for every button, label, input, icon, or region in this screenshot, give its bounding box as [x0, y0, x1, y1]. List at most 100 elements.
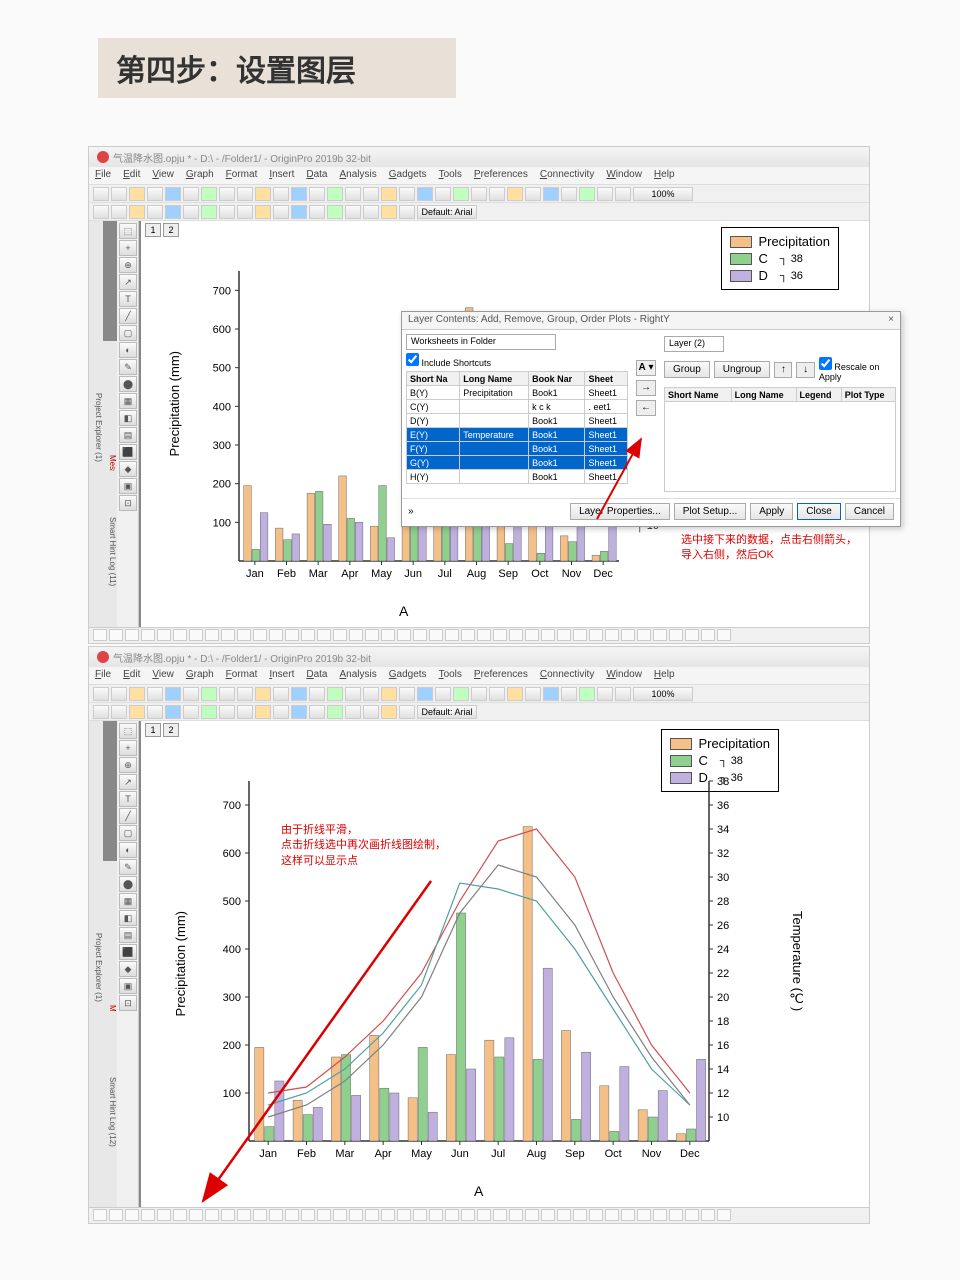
bottom-btn[interactable] — [525, 1209, 539, 1221]
layer-tab-1[interactable]: 1 — [145, 223, 161, 237]
bottom-btn[interactable] — [541, 629, 555, 641]
bottom-btn[interactable] — [397, 629, 411, 641]
toolbar-btn[interactable] — [327, 687, 343, 701]
bottom-btn[interactable] — [189, 629, 203, 641]
tool-button[interactable]: ▦ — [119, 393, 137, 409]
toolbar-btn[interactable] — [183, 705, 199, 719]
bottom-btn[interactable] — [717, 629, 731, 641]
toolbar-btn[interactable] — [165, 705, 181, 719]
apply-button[interactable]: Apply — [750, 503, 793, 520]
menu-edit[interactable]: Edit — [123, 669, 140, 682]
toolbar-btn[interactable] — [147, 705, 163, 719]
menu-connectivity[interactable]: Connectivity — [540, 169, 594, 182]
toolbar-btn[interactable] — [201, 687, 217, 701]
bottom-btn[interactable] — [125, 1209, 139, 1221]
layer-combo[interactable]: Layer (2) — [664, 336, 724, 352]
toolbar-btn[interactable] — [471, 187, 487, 201]
menu-insert[interactable]: Insert — [269, 169, 294, 182]
tool-button[interactable]: + — [119, 240, 137, 256]
menu-view[interactable]: View — [152, 669, 174, 682]
toolbar-btn[interactable] — [147, 687, 163, 701]
tool-button[interactable]: ✎ — [119, 859, 137, 875]
toolbar-btn[interactable] — [435, 687, 451, 701]
close-button[interactable]: Close — [797, 503, 841, 520]
bottom-btn[interactable] — [397, 1209, 411, 1221]
menu-preferences[interactable]: Preferences — [474, 169, 528, 182]
bottom-btn[interactable] — [269, 1209, 283, 1221]
bottom-btn[interactable] — [221, 1209, 235, 1221]
bottom-btn[interactable] — [157, 1209, 171, 1221]
toolbar-btn[interactable] — [345, 705, 361, 719]
toolbar-btn[interactable] — [615, 687, 631, 701]
tool-button[interactable]: ✎ — [119, 359, 137, 375]
bottom-btn[interactable] — [333, 1209, 347, 1221]
menu-graph[interactable]: Graph — [186, 669, 214, 682]
tool-button[interactable]: ⊡ — [119, 495, 137, 511]
toolbar-btn[interactable] — [399, 705, 415, 719]
bottom-btn[interactable] — [509, 629, 523, 641]
bottom-btn[interactable] — [269, 629, 283, 641]
toolbar-btn[interactable] — [579, 187, 595, 201]
toolbar-btn[interactable] — [399, 687, 415, 701]
toolbar-btn[interactable] — [525, 187, 541, 201]
toolbar-btn[interactable] — [507, 187, 523, 201]
plot-setup-button[interactable]: Plot Setup... — [674, 503, 746, 520]
toolbar-btn[interactable] — [363, 205, 379, 219]
bottom-btn[interactable] — [573, 1209, 587, 1221]
toolbar-btn[interactable] — [165, 205, 181, 219]
bottom-btn[interactable] — [509, 1209, 523, 1221]
tool-button[interactable]: ▢ — [119, 325, 137, 341]
bottom-btn[interactable] — [461, 1209, 475, 1221]
tool-button[interactable]: ◧ — [119, 410, 137, 426]
bottom-btn[interactable] — [605, 1209, 619, 1221]
toolbar-btn[interactable] — [381, 205, 397, 219]
toolbar-btn[interactable] — [345, 187, 361, 201]
target-table[interactable]: Short NameLong NameLegendPlot Type — [664, 387, 896, 492]
menu-window[interactable]: Window — [606, 169, 642, 182]
toolbar-btn[interactable] — [561, 687, 577, 701]
toolbar-btn[interactable] — [363, 187, 379, 201]
tool-button[interactable]: ⬛ — [119, 944, 137, 960]
toolbar-btn[interactable] — [453, 687, 469, 701]
bottom-btn[interactable] — [237, 629, 251, 641]
tool-button[interactable]: ▤ — [119, 927, 137, 943]
menu-analysis[interactable]: Analysis — [340, 169, 377, 182]
tool-button[interactable]: ◐ — [119, 842, 137, 858]
bottom-btn[interactable] — [429, 1209, 443, 1221]
toolbar-btn[interactable] — [435, 187, 451, 201]
layer-tab-1b[interactable]: 1 — [145, 723, 161, 737]
toolbar-btn[interactable] — [291, 705, 307, 719]
toolbar-btn[interactable] — [93, 187, 109, 201]
table-row[interactable]: C(Y)k c k . eet1 — [407, 400, 628, 414]
tool-button[interactable]: ◧ — [119, 910, 137, 926]
tool-button[interactable]: ⬤ — [119, 876, 137, 892]
toolbar-btn[interactable] — [291, 687, 307, 701]
bottom-btn[interactable] — [701, 629, 715, 641]
bottom-btn[interactable] — [589, 1209, 603, 1221]
tool-button[interactable]: T — [119, 791, 137, 807]
toolbar-btn[interactable] — [363, 687, 379, 701]
toolbar-btn[interactable] — [399, 205, 415, 219]
tool-button[interactable]: ▢ — [119, 825, 137, 841]
menu-insert[interactable]: Insert — [269, 669, 294, 682]
bottom-btn[interactable] — [125, 629, 139, 641]
bottom-btn[interactable] — [301, 1209, 315, 1221]
toolbar-btn[interactable] — [381, 687, 397, 701]
toolbar-btn[interactable] — [273, 705, 289, 719]
table-row[interactable]: H(Y)Book1Sheet1 — [407, 470, 628, 484]
toolbar-btn[interactable] — [471, 687, 487, 701]
include-shortcuts-check[interactable]: Include Shortcuts — [406, 353, 628, 368]
bottom-btn[interactable] — [445, 1209, 459, 1221]
tool-button[interactable]: ◆ — [119, 961, 137, 977]
toolbar-btn[interactable] — [381, 187, 397, 201]
bottom-btn[interactable] — [317, 1209, 331, 1221]
table-row[interactable]: D(Y)Book1Sheet1 — [407, 414, 628, 428]
tool-button[interactable]: + — [119, 740, 137, 756]
tool-button[interactable]: ↗ — [119, 774, 137, 790]
bottom-btn[interactable] — [349, 1209, 363, 1221]
bottom-btn[interactable] — [93, 629, 107, 641]
toolbar-btn[interactable] — [597, 687, 613, 701]
toolbar-btn[interactable] — [219, 705, 235, 719]
bottom-btn[interactable] — [173, 1209, 187, 1221]
tool-button[interactable]: ▦ — [119, 893, 137, 909]
